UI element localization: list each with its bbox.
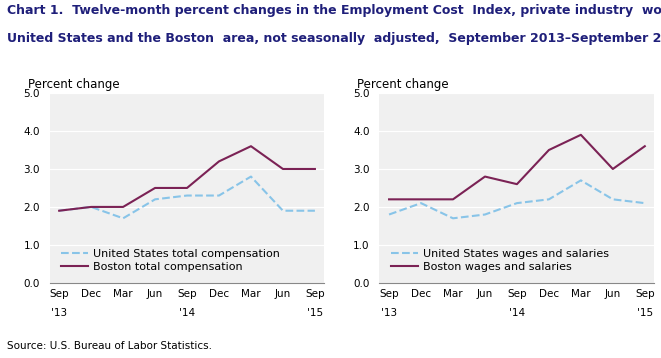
United States wages and salaries xyxy=(385,212,393,217)
United States total compensation xyxy=(215,193,223,198)
Text: Percent change: Percent change xyxy=(358,78,449,91)
United States wages and salaries xyxy=(449,216,457,221)
Boston total compensation xyxy=(87,205,95,209)
United States total compensation xyxy=(119,216,127,221)
Boston total compensation xyxy=(215,159,223,164)
Boston total compensation xyxy=(279,167,287,171)
Line: Boston wages and salaries: Boston wages and salaries xyxy=(389,135,644,199)
Boston wages and salaries xyxy=(449,197,457,202)
Text: United States and the Boston  area, not seasonally  adjusted,  September 2013–Se: United States and the Boston area, not s… xyxy=(7,32,661,45)
Legend: United States wages and salaries, Boston wages and salaries: United States wages and salaries, Boston… xyxy=(391,250,609,272)
Text: Percent change: Percent change xyxy=(28,78,119,91)
Boston wages and salaries xyxy=(385,197,393,202)
Text: '13: '13 xyxy=(51,308,67,318)
United States total compensation xyxy=(247,174,255,179)
Text: '15: '15 xyxy=(637,308,653,318)
Boston wages and salaries xyxy=(545,148,553,152)
Text: '13: '13 xyxy=(381,308,397,318)
United States wages and salaries xyxy=(577,178,585,183)
Text: '14: '14 xyxy=(179,308,195,318)
Boston total compensation xyxy=(56,209,63,213)
Text: Chart 1.  Twelve-month percent changes in the Employment Cost  Index, private in: Chart 1. Twelve-month percent changes in… xyxy=(7,4,661,16)
Text: Source: U.S. Bureau of Labor Statistics.: Source: U.S. Bureau of Labor Statistics. xyxy=(7,341,212,351)
Boston wages and salaries xyxy=(481,174,489,179)
Boston total compensation xyxy=(183,186,191,190)
Boston total compensation xyxy=(311,167,319,171)
Boston wages and salaries xyxy=(417,197,425,202)
United States total compensation xyxy=(279,209,287,213)
Boston wages and salaries xyxy=(577,133,585,137)
United States total compensation xyxy=(56,209,63,213)
United States wages and salaries xyxy=(545,197,553,202)
United States total compensation xyxy=(183,193,191,198)
Boston wages and salaries xyxy=(609,167,617,171)
Boston total compensation xyxy=(119,205,127,209)
Text: '15: '15 xyxy=(307,308,323,318)
United States wages and salaries xyxy=(481,212,489,217)
United States wages and salaries xyxy=(609,197,617,202)
Boston total compensation xyxy=(151,186,159,190)
United States wages and salaries xyxy=(641,201,648,205)
Text: '14: '14 xyxy=(509,308,525,318)
Boston wages and salaries xyxy=(513,182,521,186)
Line: United States wages and salaries: United States wages and salaries xyxy=(389,180,644,218)
Line: Boston total compensation: Boston total compensation xyxy=(59,146,315,211)
Boston total compensation xyxy=(247,144,255,148)
United States total compensation xyxy=(311,209,319,213)
Boston wages and salaries xyxy=(641,144,648,148)
United States total compensation xyxy=(87,205,95,209)
Legend: United States total compensation, Boston total compensation: United States total compensation, Boston… xyxy=(61,250,280,272)
Line: United States total compensation: United States total compensation xyxy=(59,176,315,218)
United States wages and salaries xyxy=(513,201,521,205)
United States total compensation xyxy=(151,197,159,202)
United States wages and salaries xyxy=(417,201,425,205)
